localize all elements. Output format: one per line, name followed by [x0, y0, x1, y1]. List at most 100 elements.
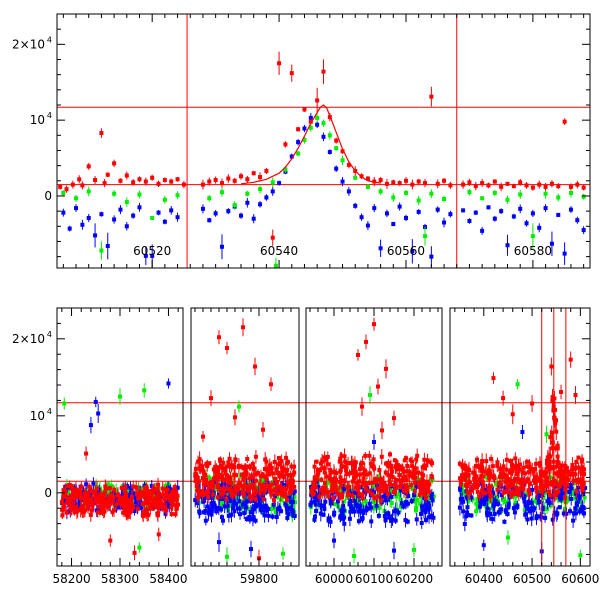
data-point — [403, 518, 408, 523]
data-point — [483, 491, 488, 496]
data-point — [384, 461, 389, 466]
data-point — [142, 388, 147, 393]
data-point — [495, 460, 500, 465]
data-point — [553, 407, 558, 412]
data-point — [556, 212, 561, 217]
data-point — [579, 459, 584, 464]
data-point — [347, 471, 352, 476]
data-point — [429, 475, 434, 480]
data-point — [480, 181, 485, 186]
data-point — [223, 471, 228, 476]
data-point — [277, 474, 282, 479]
data-point — [221, 460, 226, 465]
data-point — [580, 504, 585, 509]
data-point — [391, 195, 396, 200]
data-point — [576, 493, 581, 498]
data-point — [545, 455, 550, 460]
data-point — [541, 485, 546, 490]
data-point — [510, 469, 515, 474]
data-point — [232, 472, 237, 477]
data-point — [350, 488, 355, 493]
data-point — [384, 181, 389, 186]
data-point — [480, 474, 485, 479]
data-point — [503, 479, 508, 484]
data-point — [332, 469, 337, 474]
data-point — [97, 504, 102, 509]
data-point — [404, 478, 409, 483]
data-point — [522, 508, 527, 513]
data-point — [239, 464, 244, 469]
data-point — [283, 468, 288, 473]
data-point — [457, 505, 462, 510]
data-point — [70, 182, 75, 187]
data-point — [420, 476, 425, 481]
data-point — [302, 137, 307, 142]
outlier — [118, 388, 122, 405]
data-point — [235, 506, 240, 511]
data-point — [75, 508, 80, 513]
data-point — [283, 142, 288, 147]
data-point — [162, 219, 167, 224]
data-point — [372, 495, 377, 500]
data-point — [530, 185, 535, 190]
data-point — [337, 479, 342, 484]
data-point — [492, 216, 497, 221]
data-point — [163, 511, 168, 516]
data-point — [403, 215, 408, 220]
data-point — [150, 253, 155, 258]
data-point — [373, 477, 378, 482]
data-point — [181, 182, 186, 187]
data-point — [321, 134, 326, 139]
data-point — [225, 503, 230, 508]
data-point — [86, 164, 91, 169]
data-point — [311, 492, 316, 497]
data-point — [231, 502, 236, 507]
data-point — [245, 191, 250, 196]
data-point — [464, 495, 469, 500]
data-point — [270, 514, 275, 519]
data-point — [352, 498, 357, 503]
data-point — [120, 501, 125, 506]
data-point — [469, 495, 474, 500]
data-point — [532, 506, 537, 511]
data-point — [518, 492, 523, 497]
data-point — [311, 480, 316, 485]
data-point — [382, 513, 387, 518]
data-point — [312, 475, 317, 480]
data-point — [365, 472, 370, 477]
data-point — [257, 501, 262, 506]
data-point — [495, 487, 500, 492]
data-point — [62, 503, 67, 508]
data-point — [331, 495, 336, 500]
data-point — [426, 489, 431, 494]
data-point — [412, 493, 417, 498]
data-point — [568, 486, 573, 491]
data-point — [308, 502, 313, 507]
data-point — [538, 485, 543, 490]
data-point — [80, 183, 85, 188]
data-point — [511, 214, 516, 219]
data-point — [319, 503, 324, 508]
data-point — [144, 499, 149, 504]
data-point — [367, 453, 372, 458]
data-point — [279, 509, 284, 514]
data-point — [229, 493, 234, 498]
data-point — [315, 472, 320, 477]
data-point — [568, 190, 573, 195]
data-point — [457, 461, 462, 466]
data-point — [99, 131, 104, 136]
data-point — [533, 466, 538, 471]
data-point — [404, 489, 409, 494]
data-point — [100, 497, 105, 502]
data-point — [206, 494, 211, 499]
data-point — [220, 497, 225, 502]
data-point — [147, 504, 152, 509]
data-point — [148, 506, 153, 511]
data-point — [497, 481, 502, 486]
data-point — [59, 500, 64, 505]
data-point — [478, 498, 483, 503]
data-point — [322, 481, 327, 486]
data-point — [342, 499, 347, 504]
data-point — [417, 480, 422, 485]
